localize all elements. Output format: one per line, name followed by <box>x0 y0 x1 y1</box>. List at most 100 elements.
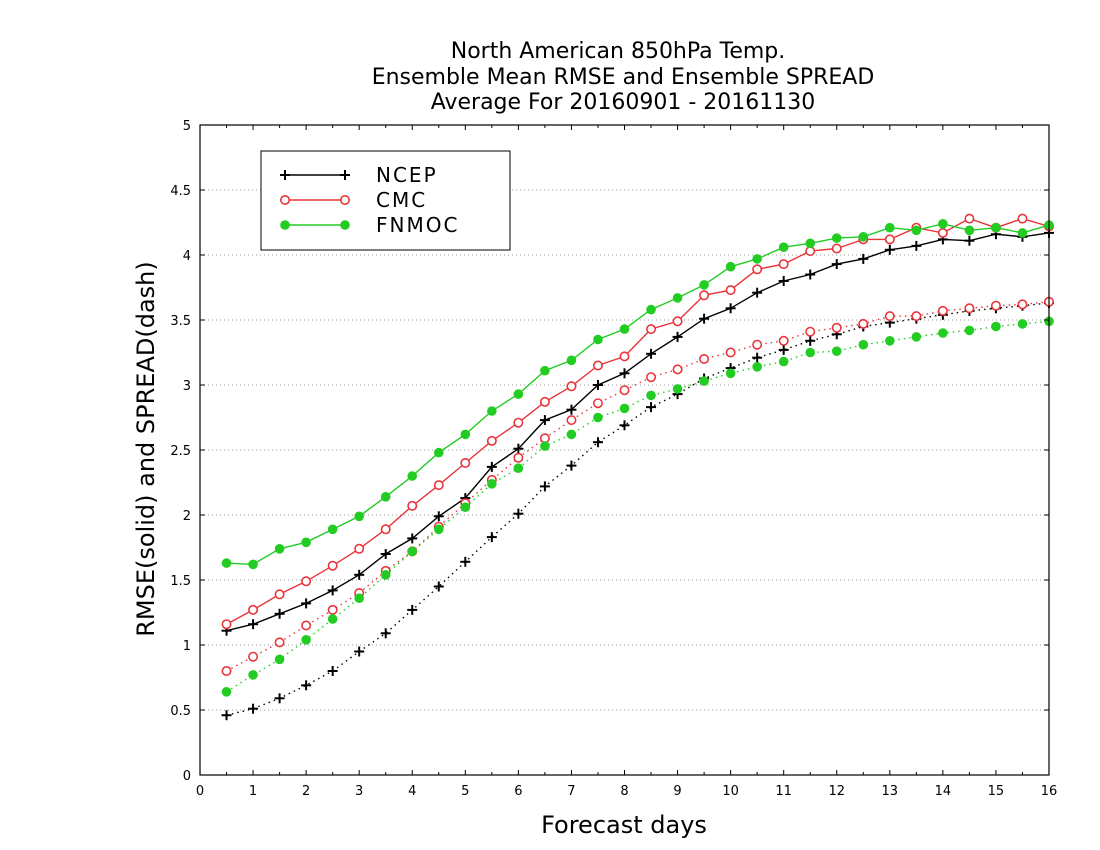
data-point-fnmoc-spread <box>699 376 709 386</box>
data-point-fnmoc-rmse <box>593 334 603 345</box>
data-point-ncep-spread <box>486 532 497 543</box>
data-point-cmc-rmse <box>301 576 312 587</box>
data-point-ncep-rmse <box>566 404 577 415</box>
data-point-cmc-rmse <box>752 264 763 275</box>
data-point-cmc-spread <box>884 311 895 322</box>
data-point-fnmoc-rmse <box>646 304 656 315</box>
series-fnmoc-spread <box>221 316 1054 697</box>
x-tick-label: 2 <box>302 784 310 799</box>
data-point-fnmoc-rmse <box>672 293 683 303</box>
series-cmc-spread <box>221 296 1055 676</box>
data-point-fnmoc-rmse <box>778 242 789 252</box>
y-tick-label: 4.5 <box>170 184 191 199</box>
data-point-cmc-spread <box>699 353 710 364</box>
data-point-ncep-spread <box>778 344 789 355</box>
data-point-cmc-spread <box>274 637 285 648</box>
data-point-ncep-spread <box>354 646 365 657</box>
data-point-cmc-spread <box>619 385 630 396</box>
data-point-cmc-spread <box>752 339 763 350</box>
data-point-ncep-spread <box>752 352 763 363</box>
x-tick-label: 5 <box>461 784 469 799</box>
data-point-cmc-rmse <box>354 543 365 554</box>
y-axis-ticks: 0 0.5 1 1.5 2 2.5 3 3.5 4 4.5 5 <box>170 119 1049 784</box>
x-tick-label: 0 <box>196 784 204 799</box>
data-point-ncep-rmse <box>831 259 842 270</box>
data-point-cmc-rmse <box>646 324 657 335</box>
data-point-fnmoc-spread <box>380 570 391 580</box>
data-point-cmc-rmse <box>380 524 391 535</box>
data-point-ncep-spread <box>380 628 391 639</box>
data-point-ncep-rmse <box>486 461 497 472</box>
data-point-cmc-rmse <box>964 213 975 224</box>
data-point-fnmoc-spread <box>354 593 364 603</box>
data-point-fnmoc-spread <box>805 347 816 358</box>
data-point-ncep-spread <box>460 556 471 567</box>
series-line-cmc-rmse <box>226 217 1050 625</box>
data-point-ncep-spread <box>327 666 338 676</box>
data-point-fnmoc-rmse <box>938 219 948 229</box>
data-point-cmc-rmse <box>407 500 418 511</box>
series-cmc-rmse <box>221 213 1055 630</box>
y-axis-label: RMSE(solid) and SPREAD(dash) <box>132 261 160 637</box>
data-point-ncep-rmse <box>407 533 418 544</box>
data-point-cmc-spread <box>831 322 842 333</box>
x-tick-label: 12 <box>828 784 845 799</box>
data-point-ncep-spread <box>619 420 630 431</box>
data-point-fnmoc-spread <box>752 362 762 372</box>
data-point-cmc-rmse <box>274 589 285 600</box>
data-point-ncep-rmse <box>619 368 630 379</box>
y-tick-label: 3.5 <box>170 314 191 329</box>
legend-label-ncep: NCEP <box>376 163 438 187</box>
data-point-ncep-rmse <box>539 415 550 426</box>
data-point-ncep-rmse <box>672 331 683 342</box>
x-axis-label: Forecast days <box>541 811 707 839</box>
data-point-fnmoc-rmse <box>911 225 922 236</box>
x-tick-label: 4 <box>408 784 416 799</box>
series-fnmoc-rmse <box>221 219 1054 570</box>
data-point-ncep-spread <box>274 693 285 704</box>
y-tick-label: 1 <box>183 639 191 654</box>
y-tick-label: 4 <box>183 249 191 264</box>
data-point-fnmoc-spread <box>540 441 550 451</box>
data-point-fnmoc-rmse <box>885 222 895 233</box>
data-point-fnmoc-rmse <box>513 389 524 399</box>
data-point-cmc-spread <box>990 300 1001 311</box>
x-tick-label: 8 <box>620 784 628 799</box>
data-point-fnmoc-spread <box>248 670 258 680</box>
data-point-fnmoc-spread <box>831 346 842 357</box>
data-point-ncep-spread <box>513 508 524 519</box>
data-point-cmc-rmse <box>831 243 842 254</box>
data-point-cmc-spread <box>672 364 683 375</box>
data-point-fnmoc-rmse <box>964 225 975 236</box>
data-point-cmc-spread <box>592 398 603 409</box>
data-point-ncep-rmse <box>858 253 869 264</box>
data-point-cmc-rmse <box>539 396 550 407</box>
title-line-1: North American 850hPa Temp. <box>451 39 786 64</box>
data-point-ncep-rmse <box>274 608 285 619</box>
series-line-cmc-spread <box>226 301 1050 672</box>
x-tick-label: 14 <box>935 784 952 799</box>
legend-marker-ncep <box>280 170 290 180</box>
data-point-fnmoc-spread <box>566 429 577 440</box>
data-point-cmc-rmse <box>1017 213 1028 224</box>
x-tick-label: 1 <box>249 784 257 799</box>
data-point-fnmoc-spread <box>646 390 656 401</box>
data-point-ncep-rmse <box>805 269 816 280</box>
data-point-cmc-rmse <box>433 480 444 491</box>
data-point-ncep-rmse <box>911 240 922 251</box>
data-point-cmc-spread <box>221 665 232 676</box>
data-point-cmc-rmse <box>460 457 471 468</box>
data-point-fnmoc-rmse <box>487 406 497 416</box>
data-point-fnmoc-rmse <box>699 280 709 290</box>
series-line-ncep-spread <box>226 302 1050 716</box>
data-point-fnmoc-rmse <box>752 254 762 264</box>
data-point-ncep-rmse <box>248 619 259 630</box>
data-point-fnmoc-spread <box>593 412 603 423</box>
series-group <box>221 213 1055 721</box>
data-point-cmc-rmse <box>486 435 497 446</box>
data-point-fnmoc-rmse <box>433 447 444 458</box>
y-tick-label: 5 <box>183 119 191 134</box>
data-point-fnmoc-rmse <box>354 511 364 522</box>
